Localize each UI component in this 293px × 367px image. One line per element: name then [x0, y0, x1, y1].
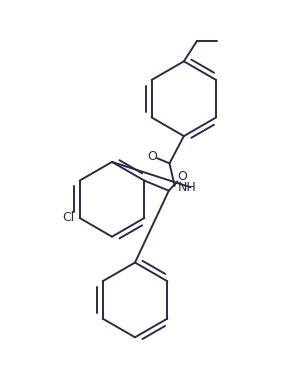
Text: NH: NH: [177, 181, 196, 194]
Text: O: O: [147, 150, 157, 163]
Text: O: O: [177, 170, 187, 183]
Text: Cl: Cl: [62, 211, 74, 225]
